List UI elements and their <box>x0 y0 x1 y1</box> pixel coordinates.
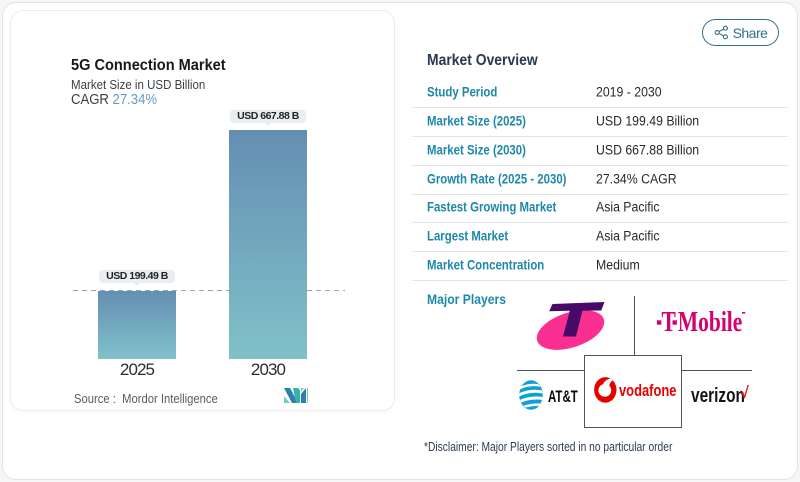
svg-text:Mobile: Mobile <box>678 305 742 338</box>
svg-text:T: T <box>662 305 676 338</box>
